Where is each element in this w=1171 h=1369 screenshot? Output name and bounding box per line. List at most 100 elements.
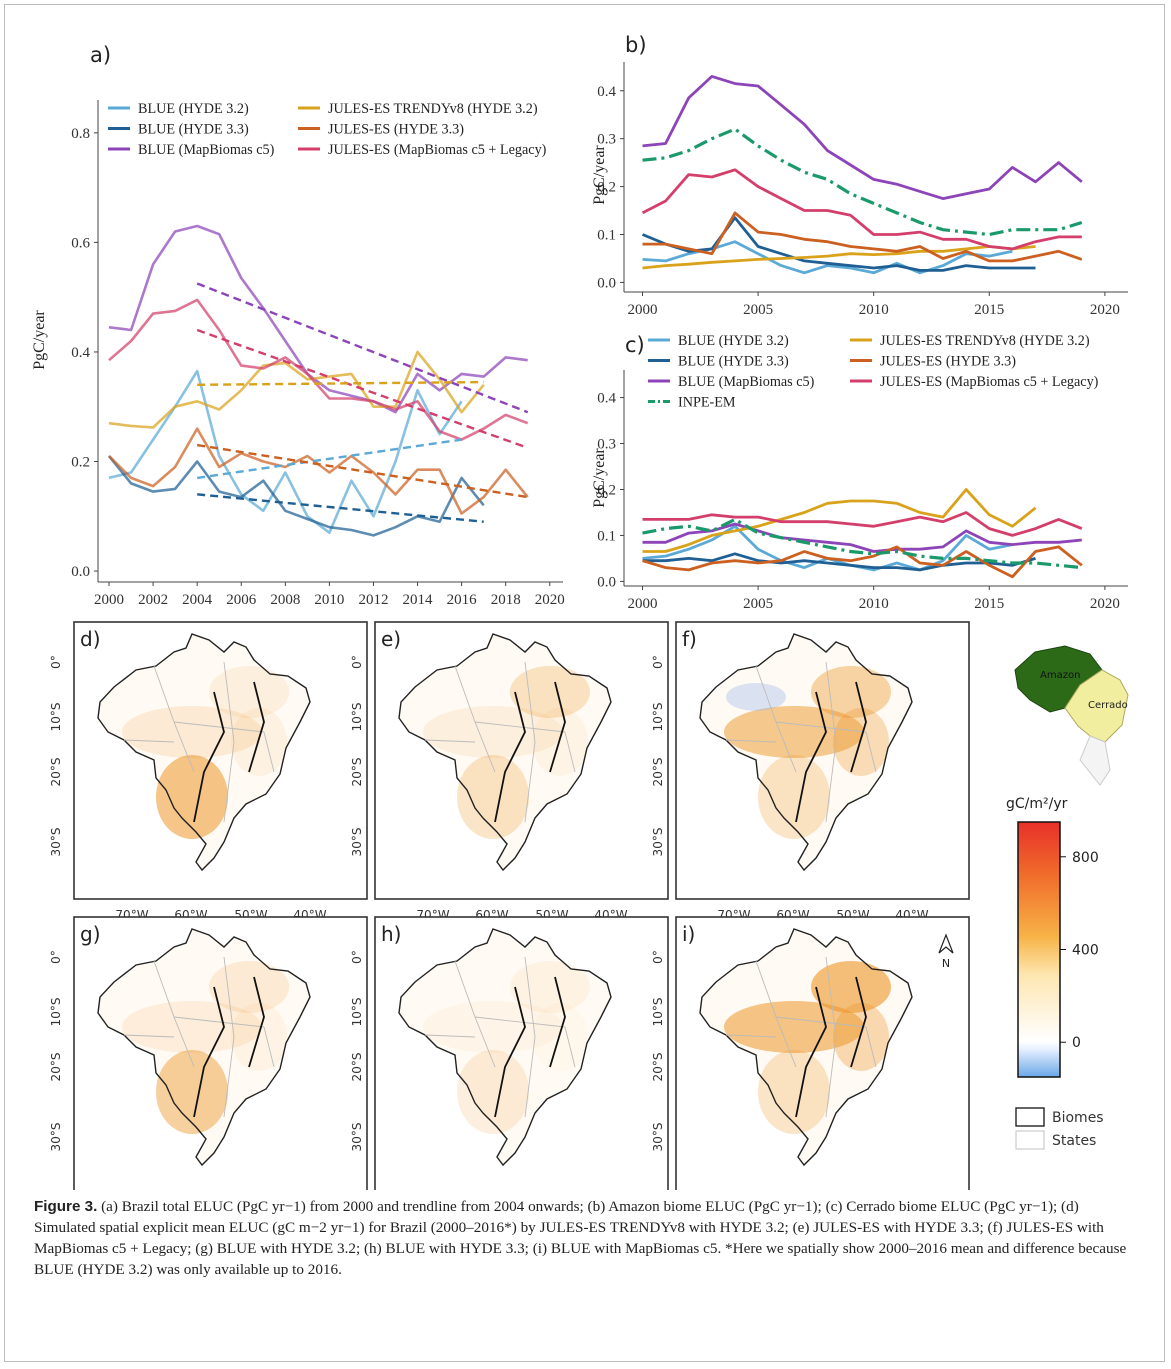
panel-label: e) [381,627,401,651]
emission-south [758,755,830,839]
legend-label-jules_t8: JULES-ES TRENDYv8 (HYDE 3.2) [328,101,538,117]
lat-label: 10°S [350,998,364,1027]
state-boundary [825,956,837,1118]
x-tick-label: 2000 [627,596,657,612]
state-boundary [173,721,265,733]
state-boundary [263,1026,275,1068]
series-line-blue_h33 [642,552,1036,572]
lat-label: 10°S [49,703,63,732]
emission-north [811,961,891,1013]
series-line-blue_h32 [108,369,463,534]
emission-east [231,1003,287,1071]
lat-label: 0° [651,950,665,964]
series-line-inpe [642,127,1083,237]
series-line-jules_t8 [642,488,1037,553]
panel-label: h) [381,922,401,946]
trendline-jules_mb [196,328,529,449]
legend-label-blue_mb: BLUE (MapBiomas c5) [138,142,275,158]
x-tick-label: 2015 [974,596,1004,612]
lat-label: 0° [49,950,63,964]
map-panel: e)0°10°S20°S30°S70°W 60°W 50°W 40°W [350,621,669,922]
x-tick-label: 2006 [226,592,257,608]
colorbar-tick-label: 0 [1072,1035,1081,1051]
emission-east [532,708,588,776]
state-boundary [775,721,867,733]
legend-biomes-swatch [1015,1107,1045,1127]
inset-cerrado [1064,669,1129,743]
x-tick-label: 2010 [314,592,344,608]
state-boundary [825,661,837,823]
y-axis-label: PgC/year [31,310,48,370]
emission-north [209,666,289,718]
x-tick-label: 2014 [403,592,434,608]
state-boundary [474,721,566,733]
biome-boundary [494,691,526,823]
emission-center [423,1001,563,1053]
lat-label: 20°S [651,758,665,787]
map-panel: i)0°10°S20°S30°S70°W60°W50°W40°W [651,916,970,1190]
y-tick-label: 0.8 [71,126,90,142]
series-line-jules_t8 [642,245,1036,270]
legend-states-label: States [1052,1133,1096,1149]
colorbar-unit: gC/m²/yr [1006,796,1068,812]
state-boundary [223,956,235,1118]
legend-label-blue_h32: BLUE (HYDE 3.2) [138,101,249,117]
biome-inset: Amazon Cerrado [1014,645,1129,786]
emission-south [758,1050,830,1134]
figure-frame [4,4,1165,1362]
brazil-outline [398,928,612,1167]
state-boundary [725,1034,777,1038]
colorbar-tick-label: 800 [1072,850,1099,866]
lat-label: 0° [651,655,665,669]
colorbar-tick-label: 400 [1072,943,1099,959]
north-arrow-icon [938,933,954,954]
emission-east [231,708,287,776]
lat-label: 10°S [49,998,63,1027]
north-arrow: N [938,933,954,970]
series-line-jules_h33 [642,545,1083,579]
x-tick-label: 2020 [1090,302,1120,318]
chart-a: 0.0 0.2 0.4 0.6 0.8 2000 2002 2004 2006 2008 2010 2… [31,43,565,608]
y-tick-label: 0.0 [597,275,616,291]
state-boundary [424,1034,476,1038]
legend-label-blue_h33: BLUE (HYDE 3.3) [138,122,249,138]
y-tick-label: 0.1 [597,528,616,544]
map-panel: f)0°10°S20°S30°S70°W 60°W 50°W 40°W [651,621,970,922]
legend-label-blue_mb: BLUE (MapBiomas c5) [678,374,815,390]
series-line-blue_mb [642,75,1083,200]
biome-boundary [850,976,867,1068]
series-line-jules_h33 [642,211,1083,263]
biome-boundary [248,976,265,1068]
colorbar [1017,821,1061,1078]
lat-label: 30°S [651,828,665,857]
panel-label: d) [80,627,101,651]
y-tick-label: 0.0 [71,564,90,580]
inset-cerrado-label: Cerrado [1088,700,1128,711]
lat-label: 10°S [350,703,364,732]
legend-label-blue_h32: BLUE (HYDE 3.2) [678,333,789,349]
brazil-outline [97,633,311,872]
x-tick-label: 2005 [743,302,773,318]
legend-label-inpe: INPE-EM [678,395,736,411]
biome-boundary [494,986,526,1118]
emission-north [510,666,590,718]
x-tick-label: 2012 [358,592,388,608]
biome-boundary [549,681,566,773]
trendline-blue_h33 [197,493,484,523]
x-tick-label: 2016 [447,592,478,608]
panel-label: b) [625,33,647,57]
biome-boundary [248,681,265,773]
trendline-blue_h32 [196,438,462,480]
y-tick-label: 0.3 [597,132,616,148]
lat-label: 20°S [350,758,364,787]
x-tick-label: 2005 [743,596,773,612]
state-boundary [524,661,536,823]
series-line-blue_h33 [107,455,485,537]
lat-label: 0° [49,655,63,669]
lat-label: 10°S [651,703,665,732]
panel-label: a) [90,43,111,67]
legend: BLUE (HYDE 3.2) JULES-ES TRENDYv8 (HYDE 3… [648,333,1099,411]
biome-boundary [795,691,827,823]
x-tick-label: 2002 [138,592,168,608]
lat-label: 0° [350,655,364,669]
